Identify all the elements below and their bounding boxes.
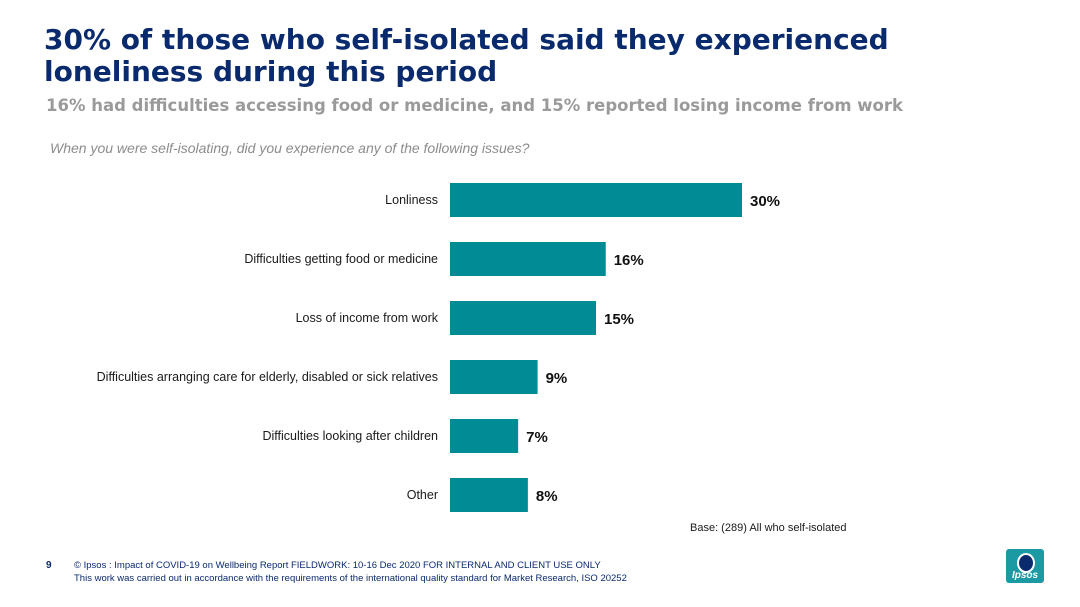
ipsos-logo-text: Ipsos xyxy=(1011,570,1039,581)
bar xyxy=(450,183,742,217)
category-label: Loss of income from work xyxy=(296,311,439,325)
bar xyxy=(450,242,606,276)
ipsos-logo-mark xyxy=(1017,553,1035,573)
footer-copyright: © Ipsos : Impact of COVID-19 on Wellbein… xyxy=(74,560,601,571)
page-title: 30% of those who self-isolated said they… xyxy=(44,23,889,88)
ipsos-logo: Ipsos xyxy=(1006,549,1044,583)
survey-question: When you were self-isolating, did you ex… xyxy=(50,140,530,156)
category-label: Difficulties arranging care for elderly,… xyxy=(97,370,438,384)
category-label: Lonliness xyxy=(385,193,438,207)
bar xyxy=(450,301,596,335)
data-label: 9% xyxy=(546,370,568,387)
footer-iso-note: This work was carried out in accordance … xyxy=(74,573,627,584)
category-label: Difficulties looking after children xyxy=(262,429,438,443)
bar xyxy=(450,419,519,453)
bar xyxy=(450,478,528,512)
data-label: 16% xyxy=(614,252,644,269)
data-label: 8% xyxy=(536,488,558,505)
page-subtitle: 16% had difficulties accessing food or m… xyxy=(46,96,903,115)
page-number: 9 xyxy=(46,560,52,571)
category-label: Difficulties getting food or medicine xyxy=(244,252,438,266)
category-label: Other xyxy=(407,488,438,502)
data-label: 15% xyxy=(604,311,634,328)
base-note: Base: (289) All who self-isolated xyxy=(690,522,847,534)
bar xyxy=(450,360,538,394)
data-label: 7% xyxy=(526,429,548,446)
data-label: 30% xyxy=(750,193,780,210)
